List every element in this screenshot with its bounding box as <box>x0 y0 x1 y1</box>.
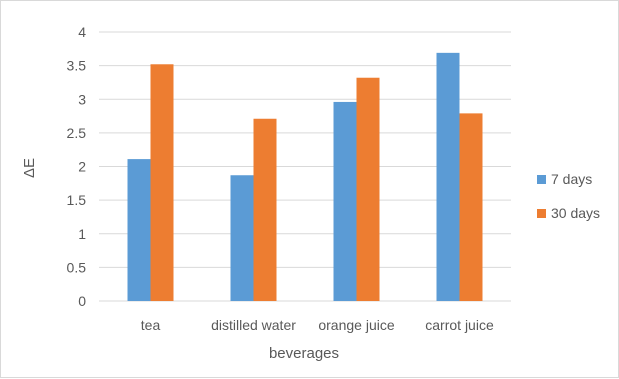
y-tick-label: 0.5 <box>67 259 87 275</box>
legend-label: 30 days <box>551 205 600 221</box>
x-tick-label: distilled water <box>211 317 296 333</box>
legend: 7 days 30 days <box>537 171 600 221</box>
y-tick-label: 1 <box>78 226 86 242</box>
x-axis-title: beverages <box>269 345 339 362</box>
bars <box>127 52 483 301</box>
bar-7-days-orange-juice <box>333 101 357 301</box>
y-axis-title: ΔE <box>21 158 38 178</box>
bar-30-days-distilled-water <box>253 118 277 301</box>
x-tick-label: carrot juice <box>425 317 494 333</box>
legend-label: 7 days <box>551 171 592 187</box>
legend-swatch-30-days <box>537 209 546 218</box>
x-tick-label: tea <box>141 317 161 333</box>
y-tick-label: 2.5 <box>67 125 87 141</box>
bar-30-days-carrot-juice <box>459 113 483 301</box>
y-tick-label: 2 <box>78 159 86 175</box>
bar-30-days-orange-juice <box>356 77 380 301</box>
y-tick-label: 1.5 <box>67 192 87 208</box>
y-tick-label: 3 <box>78 91 86 107</box>
bar-7-days-distilled-water <box>230 175 254 301</box>
legend-swatch-7-days <box>537 175 546 184</box>
y-tick-label: 3.5 <box>67 58 87 74</box>
bar-7-days-tea <box>127 159 151 301</box>
bar-7-days-carrot-juice <box>436 52 460 301</box>
y-tick-label: 0 <box>78 293 86 309</box>
x-tick-labels: tea distilled water orange juice carrot jui… <box>141 317 494 333</box>
bar-30-days-tea <box>150 64 174 301</box>
x-tick-label: orange juice <box>318 317 394 333</box>
y-tick-labels: 0 0.5 1 1.5 2 2.5 3 3.5 4 <box>67 24 87 309</box>
y-tick-label: 4 <box>78 24 86 40</box>
